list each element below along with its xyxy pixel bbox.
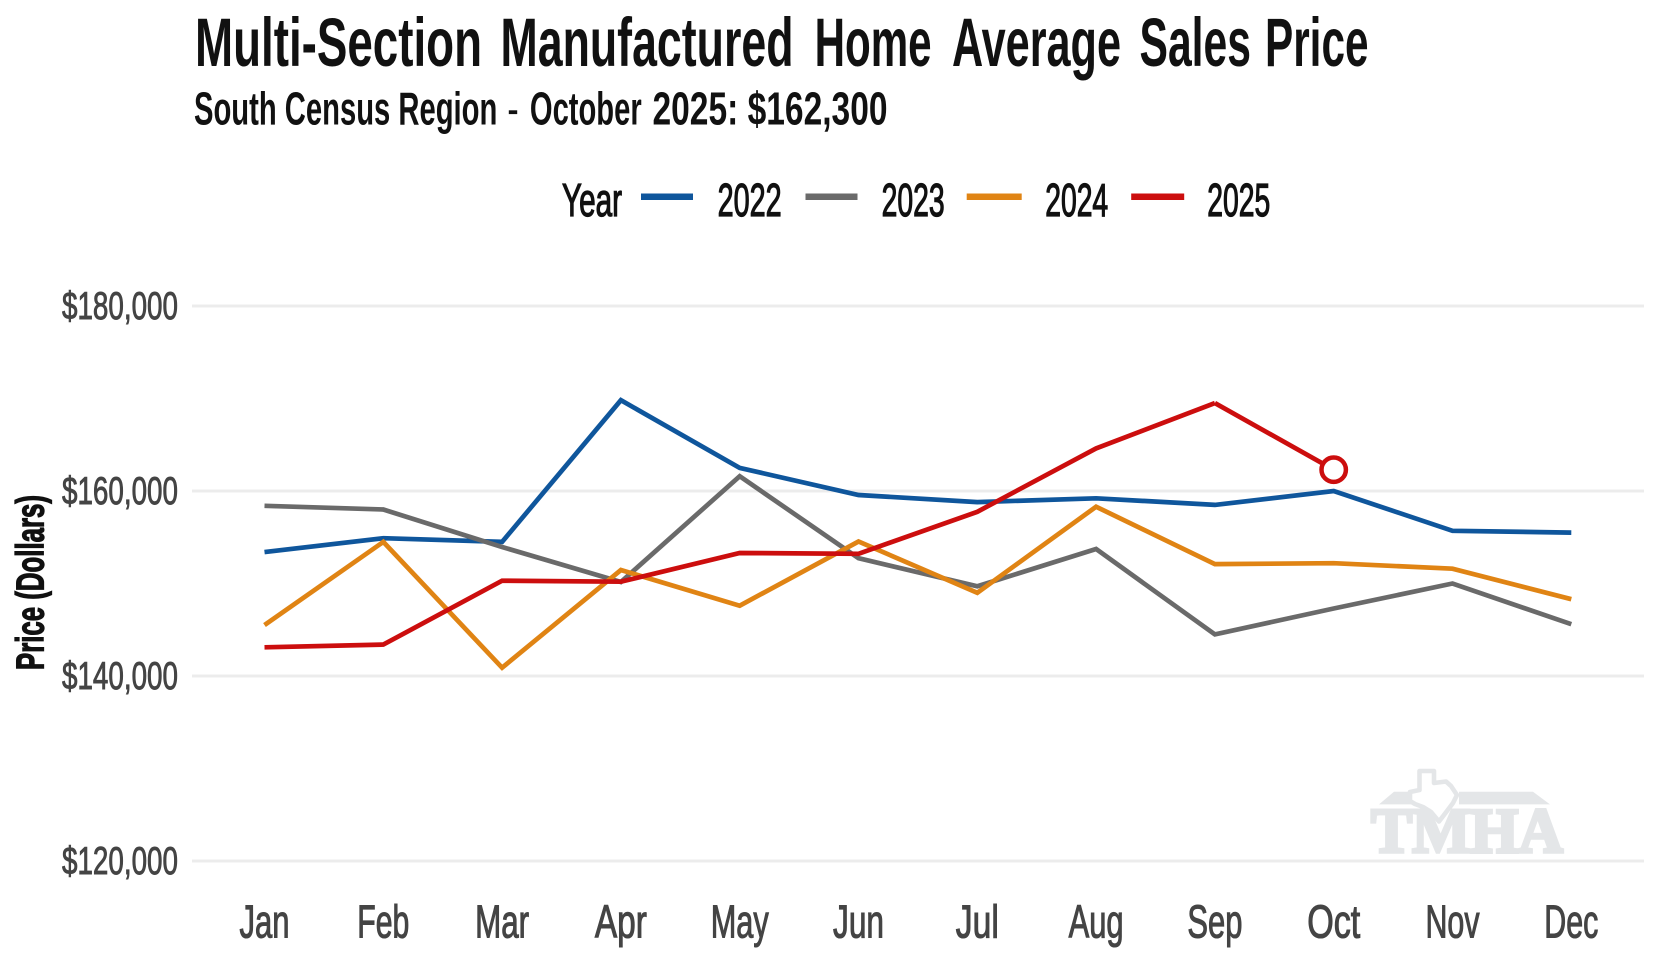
svg-text:Manufactured: Manufactured <box>501 4 794 81</box>
svg-text:Oct: Oct <box>1307 895 1360 947</box>
svg-text:2025: 2025 <box>1207 174 1270 226</box>
svg-text:Price (Dollars): Price (Dollars) <box>9 495 52 670</box>
svg-text:October: October <box>530 83 642 135</box>
svg-text:2023: 2023 <box>882 174 945 226</box>
svg-text:Nov: Nov <box>1426 895 1480 947</box>
svg-text:TMHA: TMHA <box>1371 795 1563 866</box>
svg-text:Price: Price <box>1265 4 1369 81</box>
svg-text:Sales: Sales <box>1140 4 1252 81</box>
svg-text:$180,000: $180,000 <box>62 285 178 328</box>
svg-text:Average: Average <box>952 4 1121 81</box>
svg-text:Dec: Dec <box>1544 895 1598 947</box>
svg-text:Apr: Apr <box>595 895 647 947</box>
svg-text:South Census Region: South Census Region <box>194 83 497 135</box>
svg-text:2025: $162,300: 2025: $162,300 <box>653 83 888 135</box>
svg-text:Feb: Feb <box>357 895 409 947</box>
svg-text:Multi-Section: Multi-Section <box>195 4 482 81</box>
svg-text:$120,000: $120,000 <box>62 840 178 883</box>
svg-text:Year: Year <box>562 174 622 226</box>
svg-text:$140,000: $140,000 <box>62 655 178 698</box>
svg-text:Jan: Jan <box>240 895 290 947</box>
svg-text:May: May <box>711 895 769 947</box>
svg-text:2022: 2022 <box>718 174 782 226</box>
svg-text:Home: Home <box>815 4 932 81</box>
svg-text:Aug: Aug <box>1069 895 1124 947</box>
svg-text:2024: 2024 <box>1045 174 1108 226</box>
svg-text:Mar: Mar <box>475 895 529 947</box>
svg-text:Jul: Jul <box>956 895 999 947</box>
svg-text:Sep: Sep <box>1187 895 1242 947</box>
svg-text:Jun: Jun <box>833 895 884 947</box>
svg-text:$160,000: $160,000 <box>62 470 178 513</box>
